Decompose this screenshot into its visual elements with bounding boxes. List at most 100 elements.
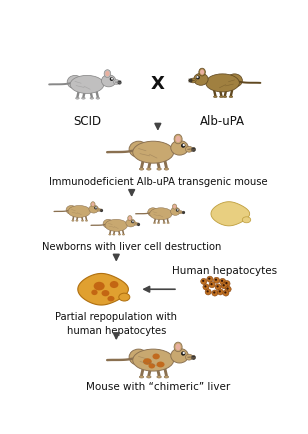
Ellipse shape — [109, 234, 111, 235]
Ellipse shape — [76, 220, 78, 221]
Ellipse shape — [148, 208, 158, 217]
Ellipse shape — [96, 97, 99, 99]
Ellipse shape — [227, 74, 242, 87]
Circle shape — [95, 207, 96, 209]
Circle shape — [212, 290, 218, 296]
Ellipse shape — [105, 71, 110, 76]
Ellipse shape — [126, 219, 136, 227]
Text: X: X — [151, 76, 165, 93]
Circle shape — [223, 290, 229, 296]
Polygon shape — [211, 202, 250, 226]
Ellipse shape — [147, 168, 151, 170]
Ellipse shape — [129, 141, 148, 157]
Circle shape — [220, 278, 226, 284]
Ellipse shape — [89, 205, 99, 213]
Circle shape — [224, 280, 230, 286]
Ellipse shape — [164, 168, 168, 170]
Circle shape — [213, 291, 215, 293]
Ellipse shape — [179, 210, 183, 214]
Ellipse shape — [194, 73, 208, 85]
Ellipse shape — [152, 354, 160, 359]
Circle shape — [205, 289, 211, 295]
Ellipse shape — [85, 220, 88, 221]
Ellipse shape — [157, 168, 161, 170]
Ellipse shape — [172, 204, 177, 209]
Ellipse shape — [171, 349, 188, 363]
Ellipse shape — [81, 220, 84, 221]
Circle shape — [182, 352, 185, 355]
Ellipse shape — [75, 97, 79, 99]
Ellipse shape — [133, 141, 174, 163]
Ellipse shape — [67, 76, 83, 89]
Ellipse shape — [139, 376, 144, 378]
Ellipse shape — [157, 376, 161, 378]
Ellipse shape — [128, 216, 132, 221]
Text: Human hepatocytes: Human hepatocytes — [172, 266, 277, 276]
Ellipse shape — [156, 362, 164, 368]
Ellipse shape — [206, 74, 239, 92]
Ellipse shape — [174, 342, 182, 352]
Ellipse shape — [72, 220, 74, 221]
Ellipse shape — [68, 205, 91, 217]
Ellipse shape — [94, 282, 105, 290]
Ellipse shape — [91, 202, 94, 206]
Circle shape — [221, 280, 223, 282]
Ellipse shape — [102, 290, 109, 296]
Ellipse shape — [199, 68, 205, 76]
Circle shape — [223, 284, 225, 286]
Ellipse shape — [134, 222, 138, 225]
Circle shape — [207, 276, 213, 282]
Ellipse shape — [122, 234, 125, 235]
Ellipse shape — [173, 205, 176, 208]
Ellipse shape — [66, 205, 76, 214]
Ellipse shape — [90, 97, 94, 99]
Ellipse shape — [185, 146, 193, 152]
Circle shape — [204, 285, 207, 287]
Ellipse shape — [229, 96, 233, 98]
Circle shape — [197, 76, 199, 79]
Circle shape — [207, 290, 209, 293]
Circle shape — [210, 283, 213, 285]
Ellipse shape — [91, 289, 98, 295]
Ellipse shape — [143, 358, 152, 365]
Circle shape — [225, 282, 228, 284]
Ellipse shape — [176, 344, 181, 350]
Text: Alb-uPA: Alb-uPA — [200, 115, 245, 128]
Text: Immunodeficient Alb-uPA transgenic mouse: Immunodeficient Alb-uPA transgenic mouse — [49, 177, 267, 187]
Ellipse shape — [139, 168, 144, 170]
Ellipse shape — [213, 96, 217, 98]
Ellipse shape — [113, 234, 115, 235]
Circle shape — [221, 283, 227, 289]
Ellipse shape — [190, 78, 196, 83]
Ellipse shape — [148, 363, 155, 368]
Circle shape — [225, 286, 231, 292]
Circle shape — [224, 291, 226, 293]
Ellipse shape — [118, 234, 121, 235]
Text: Mouse with “chimeric” liver: Mouse with “chimeric” liver — [86, 381, 230, 391]
Ellipse shape — [167, 222, 169, 224]
Polygon shape — [78, 273, 128, 305]
Ellipse shape — [107, 296, 115, 302]
Circle shape — [217, 285, 219, 287]
Ellipse shape — [82, 97, 85, 99]
Ellipse shape — [163, 222, 165, 224]
Ellipse shape — [150, 208, 172, 220]
Circle shape — [208, 277, 210, 280]
Ellipse shape — [153, 222, 156, 224]
Circle shape — [219, 290, 221, 293]
Ellipse shape — [147, 376, 151, 378]
Circle shape — [215, 284, 221, 290]
Circle shape — [202, 280, 204, 282]
Ellipse shape — [113, 79, 120, 85]
Circle shape — [209, 282, 215, 288]
Ellipse shape — [119, 293, 130, 301]
Ellipse shape — [103, 219, 113, 228]
Circle shape — [226, 287, 229, 290]
Text: Newborns with liver cell destruction: Newborns with liver cell destruction — [42, 241, 221, 251]
Ellipse shape — [220, 96, 223, 98]
Ellipse shape — [129, 349, 148, 365]
Circle shape — [132, 221, 133, 223]
Ellipse shape — [104, 70, 111, 78]
Ellipse shape — [157, 222, 160, 224]
Circle shape — [217, 289, 223, 295]
